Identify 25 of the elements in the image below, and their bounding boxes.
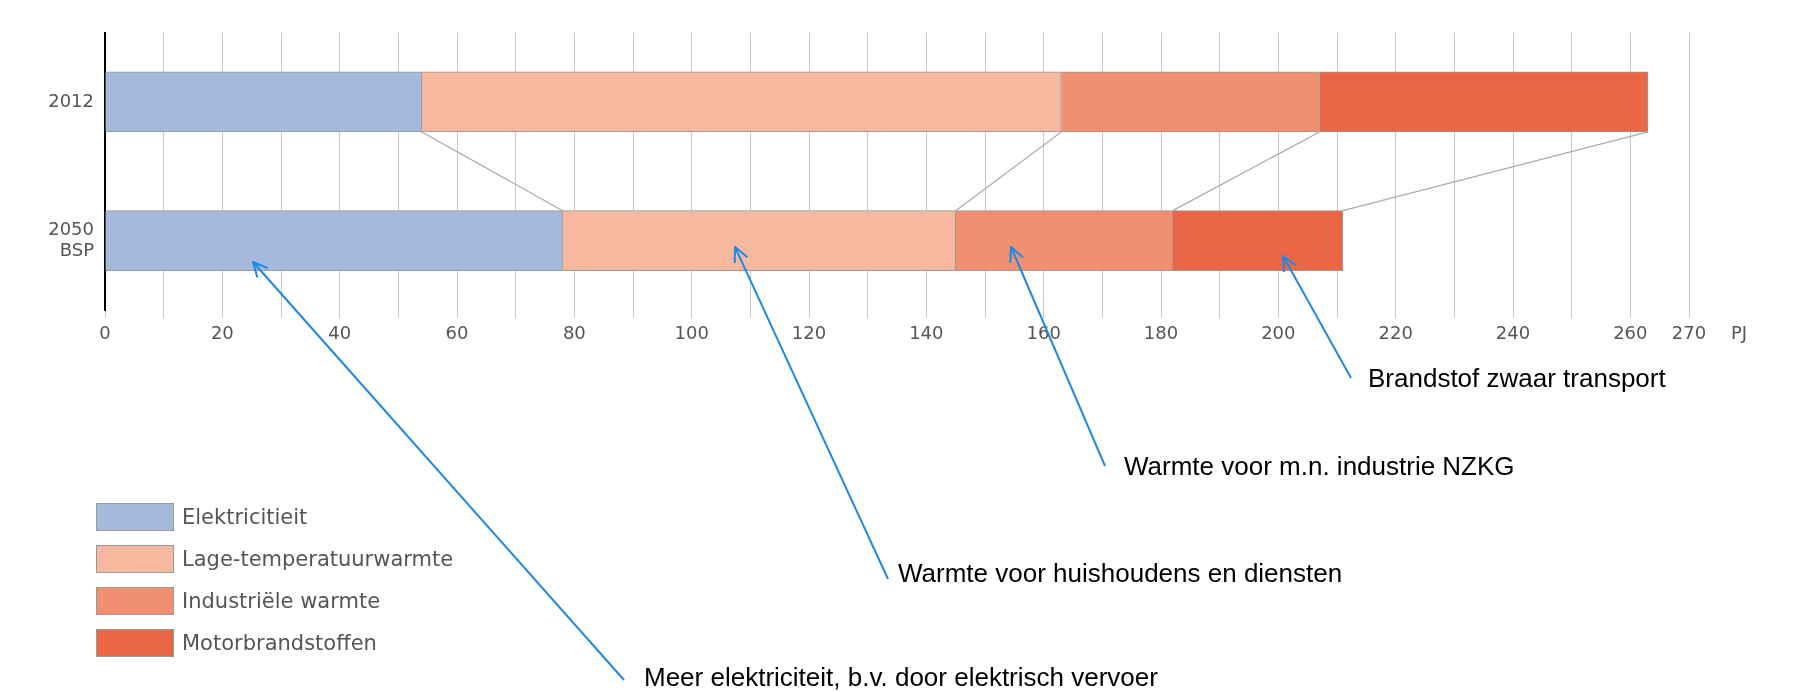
legend-label: Lage-temperatuurwarmte <box>182 547 454 571</box>
x-tick-label: 200 <box>1261 322 1296 344</box>
x-tick-label: 220 <box>1378 322 1413 344</box>
x-tick-label: 0 <box>99 322 111 344</box>
x-tick-label: 180 <box>1143 322 1179 344</box>
x-tick-label: 100 <box>674 322 709 344</box>
text: Warmte voor m.n. industrie NZKG <box>1124 451 1515 482</box>
x-tick-label: 240 <box>1495 322 1531 344</box>
x-tick-label: 40 <box>328 322 352 344</box>
y-tick-label: 2050 BSP <box>48 217 95 261</box>
x-tick-label: 260 <box>1613 322 1648 344</box>
x-tick-label: 20 <box>210 322 234 344</box>
x-tick-label: 270 <box>1671 322 1707 344</box>
legend-label: Elektricitieit <box>182 505 308 529</box>
x-axis-title: PJ <box>1731 321 1748 343</box>
x-tick-label: 80 <box>562 322 586 344</box>
x-tick-label: 120 <box>791 322 827 344</box>
legend-label: Motorbrandstoffen <box>182 631 377 655</box>
text: Warmte voor huishoudens en diensten <box>898 558 1343 589</box>
text: Brandstof zwaar transport <box>1368 363 1667 394</box>
legend-label: Industriële warmte <box>182 589 381 613</box>
x-tick-label: 140 <box>909 322 944 344</box>
y-tick-label: 2012 <box>48 89 94 111</box>
x-tick-label: 60 <box>445 322 469 344</box>
text: Meer elektriciteit, b.v. door elektrisch vervoer <box>644 662 1159 692</box>
